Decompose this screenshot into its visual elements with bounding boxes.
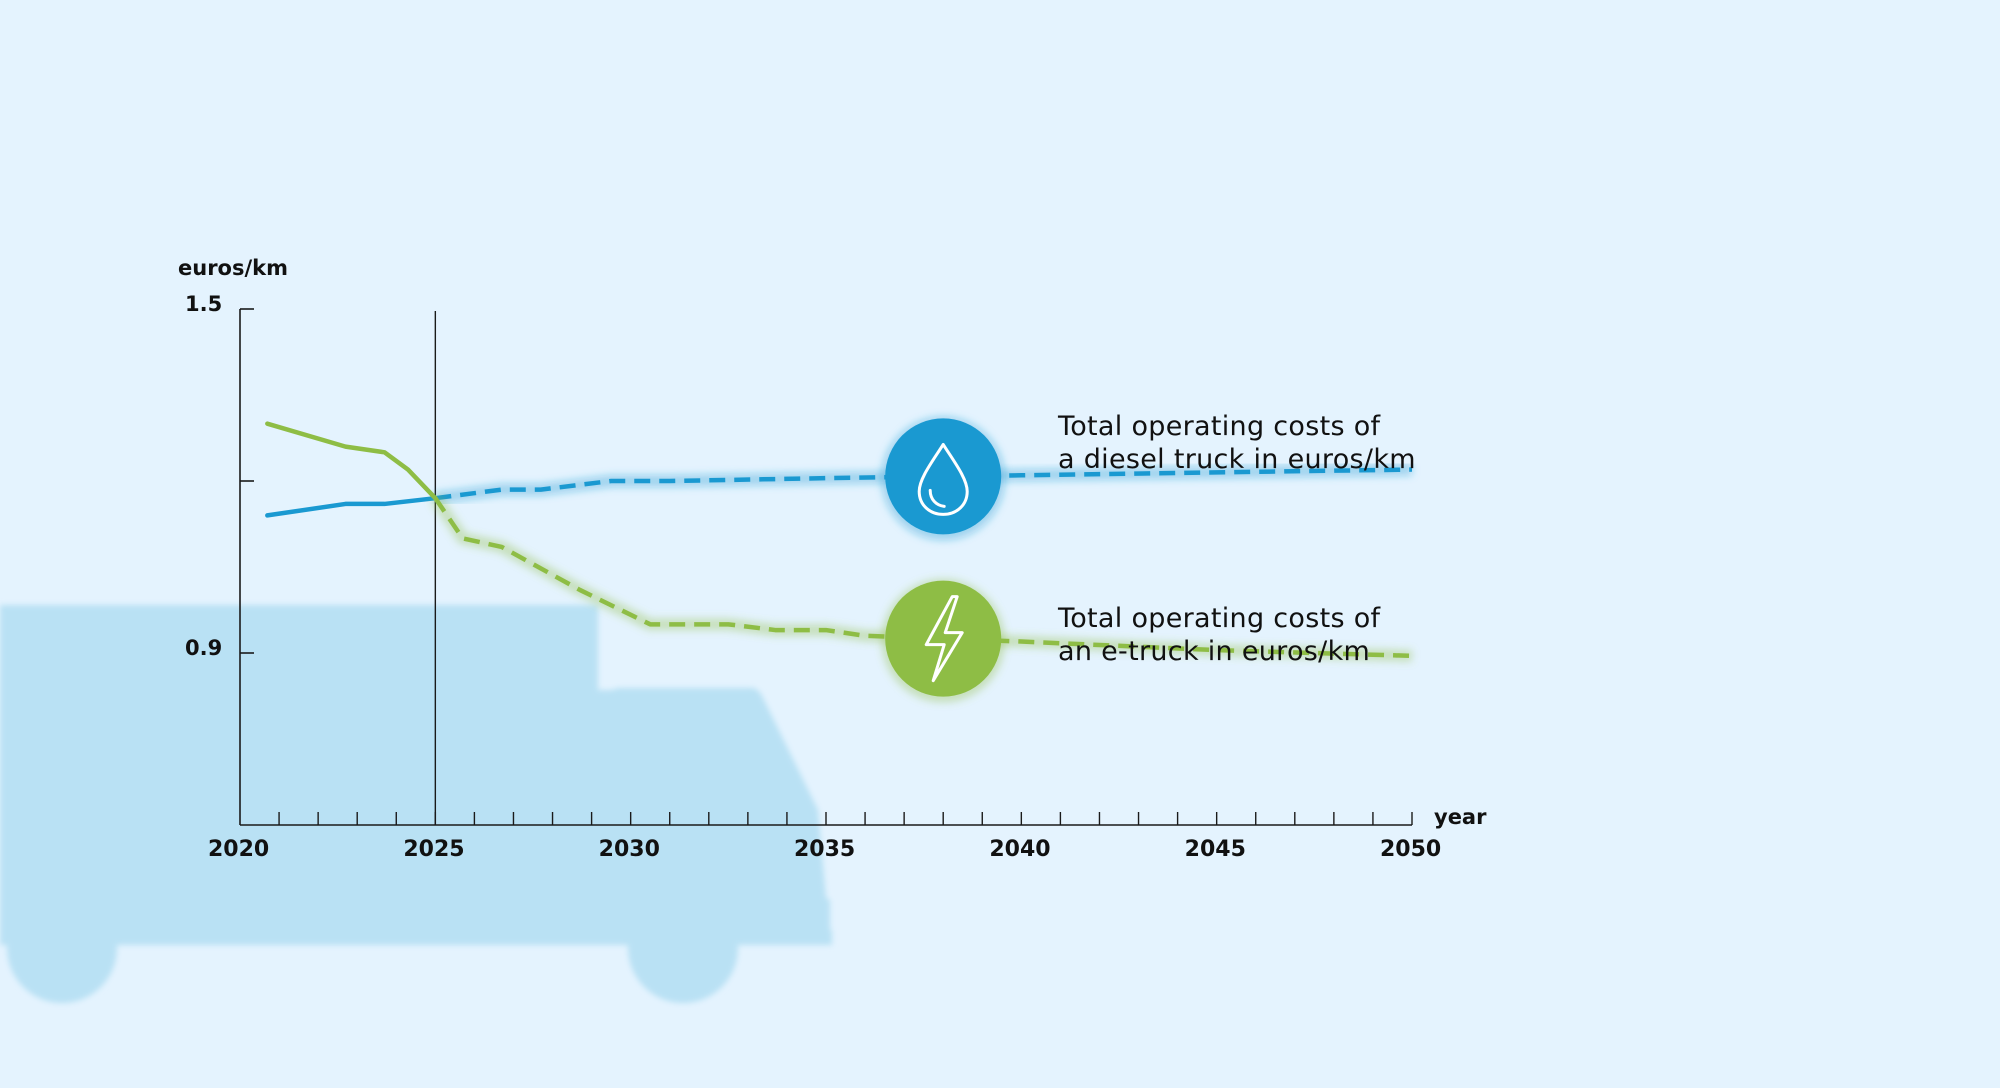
diesel-label-line-0: Total operating costs of — [1058, 411, 1381, 442]
etruck-label-line-0: Total operating costs of — [1058, 603, 1381, 634]
diesel-label-line-1: a diesel truck in euros/km — [1058, 444, 1416, 475]
truck-cargo-box — [0, 605, 598, 940]
x-tick-label-2035: 2035 — [794, 837, 856, 862]
etruck-solid-line — [265, 421, 438, 501]
chart-series — [265, 421, 1413, 662]
truck-rear-wheel — [7, 893, 117, 1003]
x-tick-label-2040: 2040 — [989, 837, 1051, 862]
x-tick-label-2030: 2030 — [598, 837, 660, 862]
chart-axes — [239, 308, 1413, 826]
water-drop-icon — [881, 416, 1006, 541]
x-tick-label-2025: 2025 — [403, 837, 465, 862]
diesel-dashed-line — [435, 467, 1413, 501]
y-tick-label-0: 1.5 — [185, 292, 223, 316]
etruck-dashed-line — [433, 496, 1413, 659]
lightning-bolt-outline — [924, 595, 964, 683]
diesel-solid-line — [265, 495, 438, 518]
water-drop-highlight — [928, 488, 946, 508]
etruck-label-line-1: an e-truck in euros/km — [1058, 636, 1371, 667]
x-tick-label-2050: 2050 — [1380, 837, 1442, 862]
truck-silhouette — [0, 605, 832, 1003]
lightning-bolt-icon — [881, 578, 1006, 703]
etruck-icon-circle — [885, 580, 1002, 697]
x-tick-label-2045: 2045 — [1184, 837, 1246, 862]
truck-cab — [596, 688, 830, 940]
truck-front-wheel — [628, 893, 738, 1003]
x-tick-label-2020: 2020 — [208, 837, 270, 862]
truck-chassis — [0, 930, 832, 945]
y-axis-label: euros/km — [178, 256, 288, 280]
water-drop-outline — [917, 442, 969, 516]
y-tick-label-1: 0.9 — [185, 636, 223, 660]
x-axis-label: year — [1434, 805, 1487, 829]
diesel-icon-circle — [885, 418, 1002, 535]
chart-icons — [881, 416, 1006, 703]
